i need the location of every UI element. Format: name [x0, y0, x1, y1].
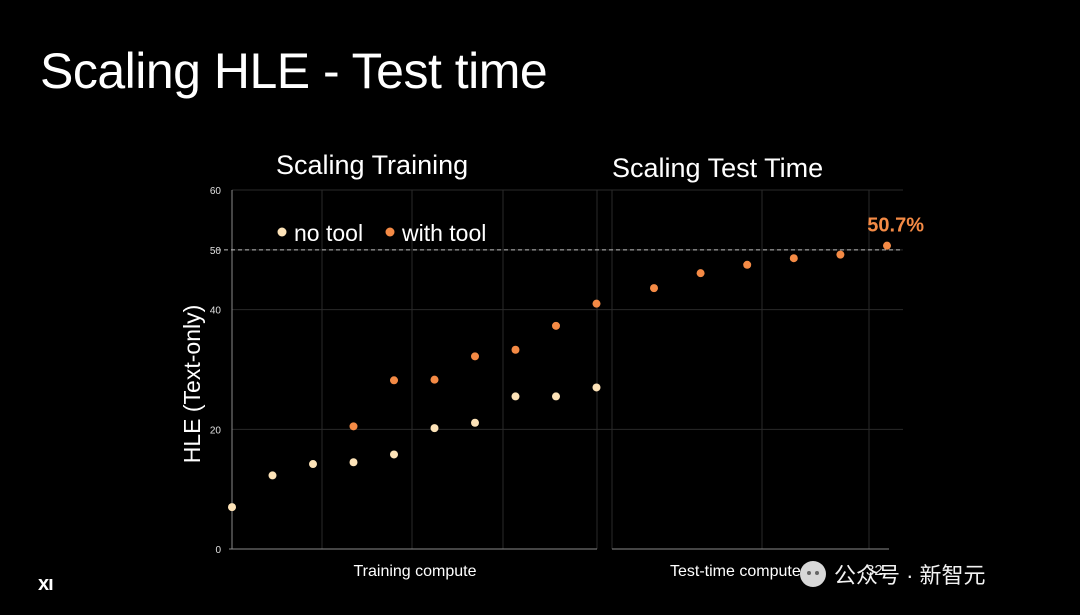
- with-tool-point: [552, 321, 560, 330]
- no-tool-point: [309, 460, 317, 469]
- with-tool-point: [743, 260, 752, 269]
- legend-marker: [385, 227, 395, 237]
- annotation-label: 50.7%: [867, 215, 924, 237]
- with-tool-point: [836, 250, 845, 259]
- with-tool-point: [349, 422, 358, 431]
- no-tool-point: [268, 471, 277, 480]
- x-axis-label: Training compute: [353, 563, 476, 580]
- with-tool-point: [511, 345, 520, 354]
- with-tool-point: [390, 376, 398, 385]
- y-tick-label: 50: [210, 246, 222, 257]
- xai-logo: xı: [38, 573, 54, 595]
- with-tool-point: [430, 375, 439, 384]
- page-number: 32: [866, 562, 883, 579]
- watermark-text: 公众号 · 新智元: [834, 563, 986, 588]
- legend-label: no tool: [294, 220, 363, 246]
- with-tool-point: [883, 241, 891, 250]
- y-tick-label: 0: [215, 545, 221, 556]
- no-tool-point: [430, 424, 439, 433]
- panel-title: Scaling Training: [276, 150, 468, 180]
- panel-title: Scaling Test Time: [612, 153, 823, 183]
- y-axis-label: HLE (Text-only): [179, 305, 205, 463]
- no-tool-point: [511, 392, 520, 401]
- with-tool-point: [650, 284, 658, 293]
- y-tick-label: 20: [210, 425, 222, 436]
- legend-marker: [277, 227, 287, 237]
- no-tool-point: [592, 383, 601, 392]
- x-axis-label: Test-time compute: [670, 563, 801, 580]
- wechat-icon: [800, 561, 826, 587]
- no-tool-point: [471, 418, 479, 427]
- legend-label: with tool: [401, 220, 486, 246]
- no-tool-point: [552, 392, 560, 401]
- with-tool-point: [592, 299, 601, 308]
- no-tool-point: [349, 458, 358, 467]
- with-tool-point: [789, 254, 798, 263]
- no-tool-point: [228, 503, 236, 512]
- slide-title: Scaling HLE - Test time: [40, 43, 548, 99]
- with-tool-point: [696, 269, 705, 278]
- y-tick-label: 40: [210, 306, 222, 317]
- with-tool-point: [471, 352, 479, 361]
- y-tick-label: 60: [210, 186, 222, 197]
- no-tool-point: [390, 450, 398, 459]
- wechat-watermark: 公众号 · 新智元: [800, 558, 986, 590]
